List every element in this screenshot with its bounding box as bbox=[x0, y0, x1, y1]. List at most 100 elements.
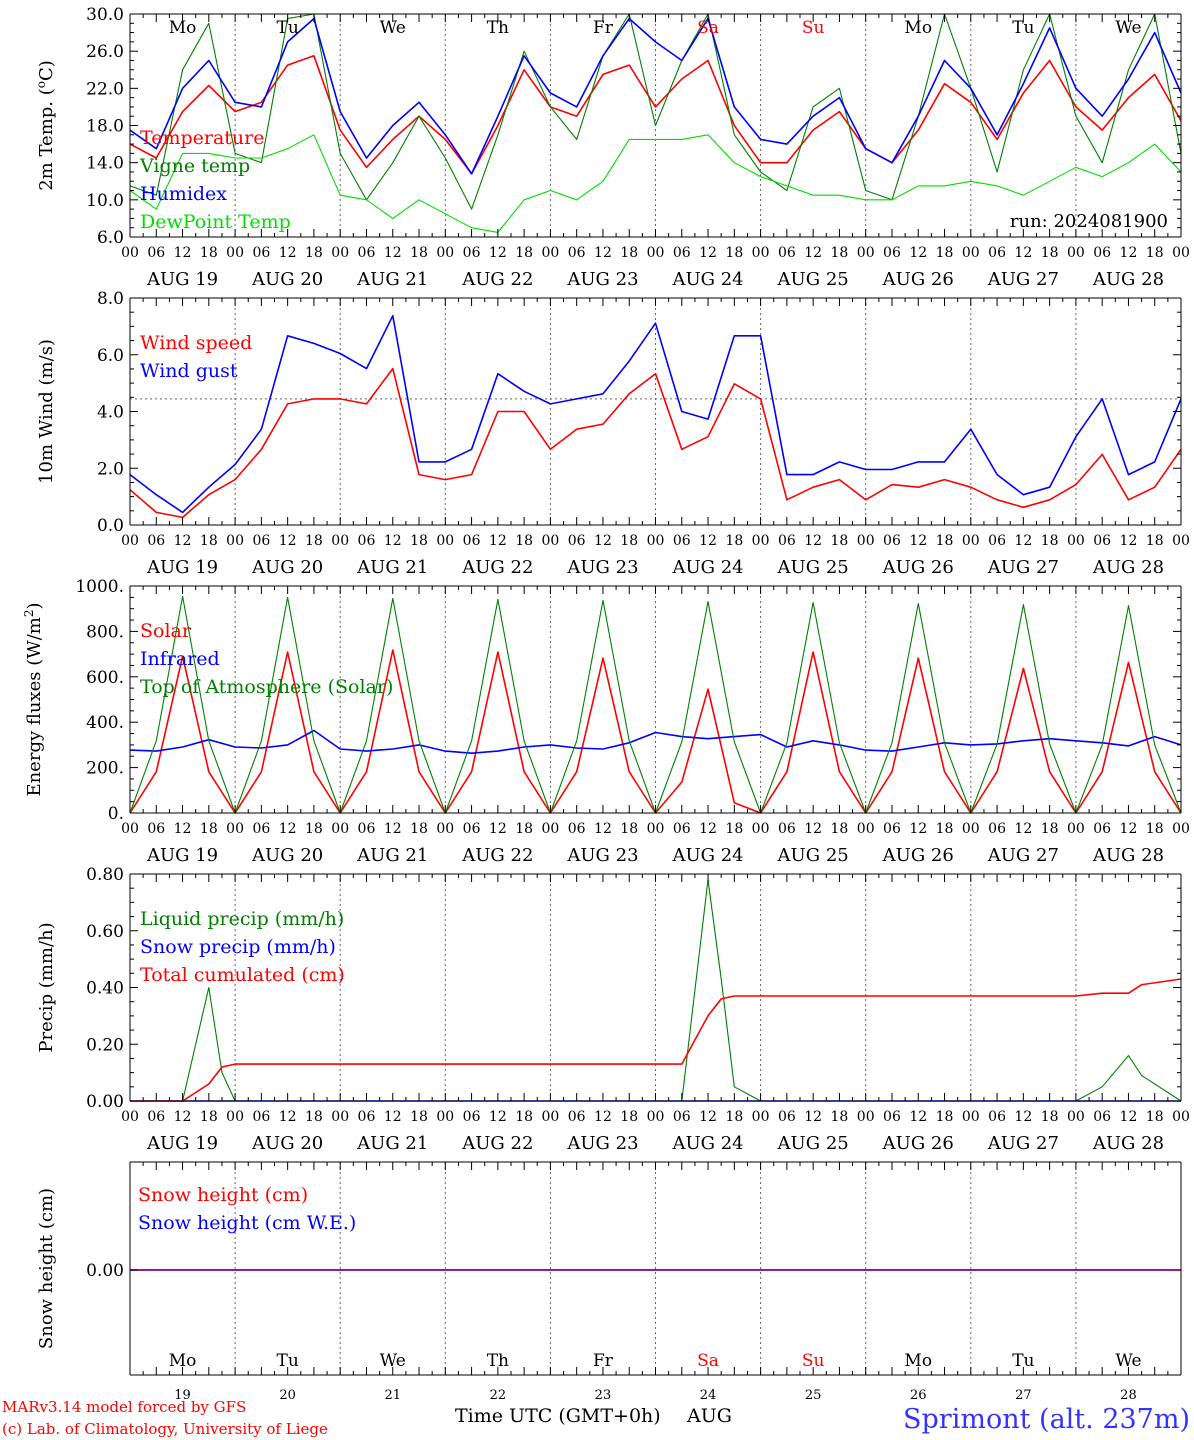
x-hour-label: 00 bbox=[436, 821, 454, 837]
x-hour-label: 18 bbox=[831, 533, 849, 549]
y-axis-label: 2m Temp. (oC) bbox=[34, 60, 57, 191]
x-hour-label: 06 bbox=[1093, 1109, 1111, 1125]
x-hour-label: 12 bbox=[594, 1109, 612, 1125]
x-hour-label: 06 bbox=[252, 533, 270, 549]
x-hour-label: 06 bbox=[147, 245, 165, 261]
x-hour-label: 00 bbox=[331, 245, 349, 261]
legend-entry: DewPoint Temp bbox=[140, 211, 291, 233]
x-hour-label: 00 bbox=[1067, 1109, 1085, 1125]
x-date-label: AUG 21 bbox=[356, 845, 428, 866]
x-hour-label: 18 bbox=[200, 821, 218, 837]
y-tick-label: 400. bbox=[86, 713, 124, 733]
day-number-label: 21 bbox=[384, 1388, 401, 1403]
x-date-label: AUG 22 bbox=[461, 1133, 533, 1154]
legend-entry: Snow precip (mm/h) bbox=[140, 936, 336, 958]
x-hour-label: 12 bbox=[1120, 245, 1138, 261]
legend-entry: Humidex bbox=[140, 183, 227, 205]
y-axis-label: Snow height (cm) bbox=[36, 1188, 57, 1349]
x-hour-label: 06 bbox=[358, 1109, 376, 1125]
series-vigne-temp bbox=[129, 13, 1182, 210]
x-date-label: AUG 28 bbox=[1092, 845, 1164, 866]
day-number-label: 19 bbox=[174, 1388, 191, 1403]
x-date-label: AUG 27 bbox=[987, 269, 1059, 290]
weekday-label: We bbox=[1115, 1351, 1141, 1371]
x-hour-label: 00 bbox=[1067, 533, 1085, 549]
x-hour-label: 00 bbox=[752, 1109, 770, 1125]
x-hour-label: 12 bbox=[279, 1109, 297, 1125]
x-hour-label: 12 bbox=[699, 821, 717, 837]
legend-entry: Total cumulated (cm) bbox=[140, 964, 345, 986]
x-axis-title: Time UTC (GMT+0h) bbox=[455, 1405, 661, 1427]
axes-layer bbox=[129, 13, 1182, 1376]
legend-entry: Liquid precip (mm/h) bbox=[140, 908, 344, 930]
x-date-label: AUG 26 bbox=[882, 1133, 954, 1154]
x-hour-label: 00 bbox=[1067, 245, 1085, 261]
y-tick-label: 0. bbox=[108, 804, 124, 824]
x-hour-label: 12 bbox=[594, 821, 612, 837]
x-date-label: AUG 24 bbox=[671, 1133, 743, 1154]
x-date-label: AUG 26 bbox=[882, 269, 954, 290]
x-hour-label: 12 bbox=[699, 1109, 717, 1125]
day-number-label: 28 bbox=[1120, 1388, 1137, 1403]
x-hour-label: 18 bbox=[515, 533, 533, 549]
x-date-label: AUG 22 bbox=[461, 269, 533, 290]
y-tick-label: 0.00 bbox=[86, 1261, 124, 1281]
series-dewpoint-temp bbox=[129, 134, 1182, 233]
y-tick-label: 8.0 bbox=[97, 289, 124, 309]
x-hour-label: 12 bbox=[489, 1109, 507, 1125]
x-hour-label: 00 bbox=[541, 1109, 559, 1125]
weekday-label: Sa bbox=[697, 1351, 719, 1371]
x-hour-label: 06 bbox=[673, 1109, 691, 1125]
x-date-label: AUG 27 bbox=[987, 557, 1059, 578]
legend-entry: Wind gust bbox=[140, 360, 238, 382]
x-hour-label: 06 bbox=[147, 1109, 165, 1125]
x-hour-label: 18 bbox=[1041, 1109, 1059, 1125]
x-hour-label: 12 bbox=[489, 821, 507, 837]
x-hour-label: 18 bbox=[305, 821, 323, 837]
text-layer: 6.0 10.0 14.0 18.0 22.0 26.0 30.0 2m Temp. (oC)… bbox=[22, 5, 1190, 1403]
x-hour-label: 18 bbox=[410, 821, 428, 837]
x-hour-label: 18 bbox=[831, 245, 849, 261]
x-hour-label: 12 bbox=[279, 533, 297, 549]
x-hour-label: 00 bbox=[436, 245, 454, 261]
x-hour-label: 00 bbox=[331, 821, 349, 837]
x-hour-label: 18 bbox=[725, 1109, 743, 1125]
x-hour-label: 06 bbox=[778, 1109, 796, 1125]
day-number-label: 23 bbox=[595, 1388, 612, 1403]
x-hour-label: 12 bbox=[174, 1109, 192, 1125]
legend-entry: Vigne temp bbox=[139, 155, 250, 177]
x-date-label: AUG 26 bbox=[882, 845, 954, 866]
x-hour-label: 00 bbox=[436, 1109, 454, 1125]
series-humidex bbox=[129, 17, 1182, 175]
x-hour-label: 00 bbox=[121, 821, 139, 837]
x-hour-label: 12 bbox=[1014, 533, 1032, 549]
x-hour-label: 12 bbox=[699, 245, 717, 261]
x-hour-label: 18 bbox=[410, 245, 428, 261]
x-hour-label: 18 bbox=[725, 245, 743, 261]
x-date-label: AUG 28 bbox=[1092, 269, 1164, 290]
footer-layer: MARv3.14 model forced by GFS (c) Lab. of… bbox=[2, 1398, 1190, 1438]
x-hour-label: 06 bbox=[358, 821, 376, 837]
x-hour-label: 00 bbox=[857, 821, 875, 837]
x-hour-label: 12 bbox=[594, 533, 612, 549]
x-date-label: AUG 23 bbox=[566, 1133, 638, 1154]
x-hour-label: 00 bbox=[436, 533, 454, 549]
x-hour-label: 00 bbox=[226, 245, 244, 261]
x-hour-label: 06 bbox=[883, 1109, 901, 1125]
x-hour-label: 00 bbox=[647, 533, 665, 549]
weekday-label: We bbox=[380, 18, 406, 38]
x-date-label: AUG 27 bbox=[987, 1133, 1059, 1154]
x-date-label: AUG 25 bbox=[777, 1133, 849, 1154]
x-hour-label: 12 bbox=[1014, 1109, 1032, 1125]
x-hour-label: 18 bbox=[305, 533, 323, 549]
series-wind-gust bbox=[129, 314, 1182, 514]
series-infrared bbox=[129, 729, 1182, 755]
x-hour-label: 18 bbox=[620, 533, 638, 549]
x-hour-label: 00 bbox=[962, 533, 980, 549]
x-hour-label: 00 bbox=[1172, 1109, 1190, 1125]
x-hour-label: 06 bbox=[883, 821, 901, 837]
x-hour-label: 12 bbox=[384, 533, 402, 549]
y-tick-label: 600. bbox=[86, 668, 124, 688]
x-date-label: AUG 28 bbox=[1092, 557, 1164, 578]
x-hour-label: 18 bbox=[620, 1109, 638, 1125]
